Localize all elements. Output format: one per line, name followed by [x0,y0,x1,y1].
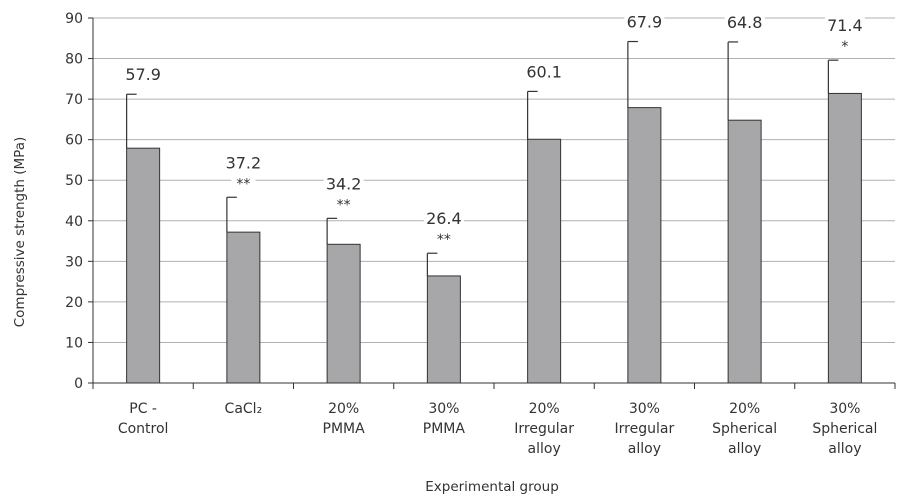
bar [527,138,562,384]
significance-marker: ** [337,197,351,213]
value-label: 26.4 [426,209,462,228]
value-label: 67.9 [627,13,663,32]
x-tick-label: Spherical [712,421,777,437]
x-tick-label: Irregular [514,421,574,437]
x-tick-label: 30% [428,401,459,417]
y-tick-label: 40 [65,214,83,230]
bar [426,275,461,384]
significance-marker: ** [437,232,451,248]
labels: 0 10 20 30 40 50 60 70 80 90 57.9 PC - Control ** 37.2… [65,11,877,457]
x-tick-label: 30% [629,401,660,417]
significance-marker: * [841,39,848,55]
bar [326,243,361,384]
value-label-bg [123,64,164,85]
x-tick-label: 20% [729,401,760,417]
bar [226,231,261,384]
x-tick-label: Irregular [615,421,675,437]
significance-marker-bg [331,197,356,212]
y-tick-label: 50 [65,173,83,189]
y-tick-label: 70 [65,92,83,108]
x-tick-label: PMMA [423,421,466,437]
value-label: 64.8 [727,13,763,32]
y-tick-label: 80 [65,52,83,68]
axes [88,17,896,389]
x-tick-label: alloy [528,441,561,457]
bar [727,119,762,384]
value-label-bg [724,11,765,32]
x-tick-label: Spherical [812,421,877,437]
y-tick-label: 0 [74,376,83,392]
x-tick-label: CaCl₂ [225,401,263,417]
bar [827,92,862,384]
value-label: 71.4 [827,16,863,35]
y-tick-label: 60 [65,133,83,149]
y-tick-label: 30 [65,254,83,270]
x-tick-label: Control [118,421,169,437]
bar [627,107,662,384]
x-tick-label: 20% [529,401,560,417]
value-label-bg [524,61,565,82]
value-label: 34.2 [326,174,362,193]
value-label-bg [323,173,364,194]
value-label: 57.9 [125,65,161,84]
bars [126,40,862,384]
gridlines [93,17,895,343]
value-label-bg [223,152,264,173]
x-tick-label: 20% [328,401,359,417]
significance-marker-bg [231,176,256,191]
x-tick-label: PC - [129,401,157,417]
y-tick-label: 20 [65,295,83,311]
significance-marker: ** [236,176,250,192]
x-tick-label: PMMA [323,421,366,437]
value-label-bg [624,11,665,32]
x-tick-label: 30% [829,401,860,417]
y-axis-title: Compressive strength (MPa) [12,137,28,328]
x-axis-title: Experimental group [425,479,559,495]
y-tick-label: 90 [65,11,83,27]
significance-marker-bg [832,39,857,54]
bar [126,147,161,384]
value-label-bg [423,208,464,229]
value-label-bg [824,15,865,36]
value-label: 60.1 [526,62,562,81]
x-tick-label: alloy [828,441,861,457]
x-tick-label: alloy [728,441,761,457]
y-tick-label: 10 [65,335,83,351]
value-label: 37.2 [226,153,262,172]
significance-marker-bg [431,232,456,247]
x-tick-label: alloy [628,441,661,457]
